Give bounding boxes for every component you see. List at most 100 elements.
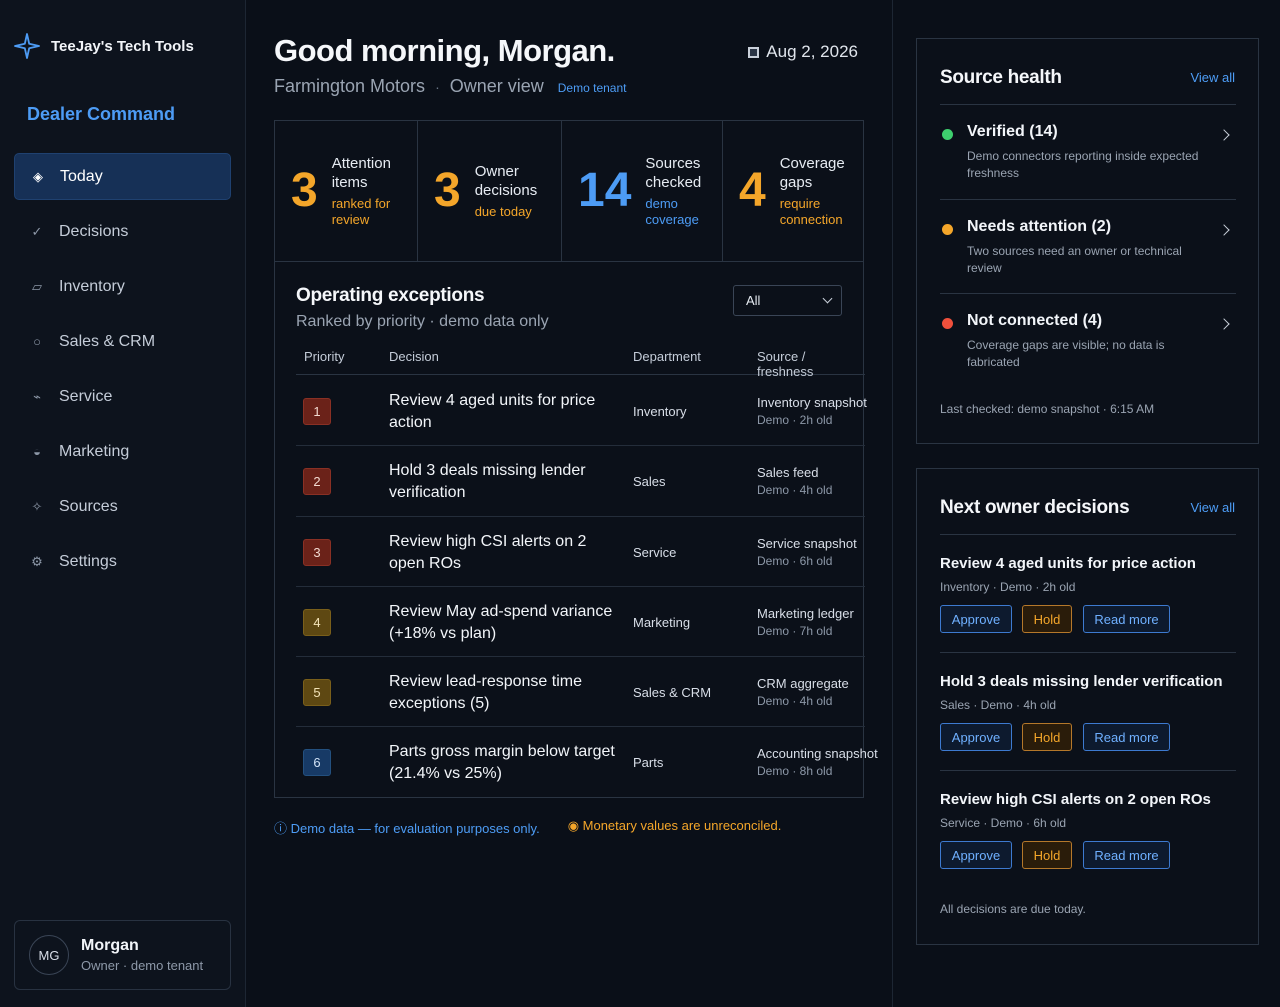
source-name: Accounting snapshot — [757, 746, 878, 762]
nav-item-settings[interactable]: ⚙ Settings — [14, 538, 231, 585]
user-name: Morgan — [81, 937, 139, 954]
decision-text: Parts gross margin below target (21.4% v… — [389, 743, 615, 783]
check-icon: ✓ — [31, 223, 43, 239]
kpi-sources-checked[interactable]: 14 Sources checked demo coverage — [562, 121, 723, 261]
source-cell: Sales feed Demo · 4h old — [757, 465, 897, 497]
decision-text: Review May ad-spend variance (+18% vs pl… — [389, 602, 613, 642]
kpi-label-line: items — [331, 174, 368, 191]
user-card[interactable]: MG Morgan Owner · demo tenant — [14, 920, 231, 990]
nav-item-sales-crm[interactable]: ○ Sales & CRM — [14, 318, 231, 365]
health-description: Coverage gaps are visible; no data is fa… — [967, 338, 1165, 369]
footnotes: ⓘ Demo data — for evaluation purposes on… — [274, 818, 781, 837]
read-more-button[interactable]: Read more — [1083, 605, 1170, 633]
source-cell: Marketing ledger Demo · 7h old — [757, 606, 897, 638]
table-row[interactable]: 2 Hold 3 deals missing lender verificati… — [296, 446, 865, 517]
hold-button[interactable]: Hold — [1022, 605, 1072, 633]
nav-item-label: Sales & CRM — [59, 332, 156, 350]
health-title: Needs attention (2) — [967, 218, 1112, 235]
priority-badge: 3 — [303, 538, 331, 566]
dealer-name: Farmington Motors — [274, 76, 426, 96]
monetary-notice: ◉ Monetary values are unreconciled. — [567, 818, 782, 833]
kpi-label-line: decisions — [474, 182, 538, 199]
tag-icon: ▱ — [32, 278, 42, 294]
nav-item-today[interactable]: ◈ Today — [14, 153, 231, 200]
kpi-label-line: Attention — [331, 155, 391, 172]
read-more-button[interactable]: Read more — [1083, 841, 1170, 869]
table-row[interactable]: 5 Review lead-response time exceptions (… — [296, 657, 865, 728]
priority-filter-select[interactable]: All — [733, 285, 842, 316]
hold-button[interactable]: Hold — [1022, 841, 1072, 869]
health-item-needs-attention[interactable]: Needs attention (2) Two sources need an … — [940, 218, 1236, 278]
table-row[interactable]: 6 Parts gross margin below target (21.4%… — [296, 727, 878, 797]
nav-item-decisions[interactable]: ✓ Decisions — [14, 208, 231, 255]
kpi-sub-line: due today — [474, 204, 532, 219]
read-more-button[interactable]: Read more — [1083, 723, 1170, 751]
product-name[interactable]: Dealer Command — [27, 104, 176, 124]
brand[interactable]: TeeJay's Tech Tools — [14, 33, 194, 59]
demo-data-notice: ⓘ Demo data — for evaluation purposes on… — [274, 821, 540, 836]
table-row[interactable]: 1 Review 4 aged units for price action I… — [296, 376, 867, 447]
department-text: Sales & CRM — [633, 685, 712, 701]
source-cell: Accounting snapshot Demo · 8h old — [757, 746, 897, 778]
gear-icon: ⚙ — [31, 553, 43, 569]
approve-button[interactable]: Approve — [940, 605, 1012, 633]
kpi-sub-line: coverage — [645, 212, 699, 227]
column-header-source[interactable]: Source / freshness — [757, 349, 814, 379]
kpi-label-line: Sources — [645, 155, 701, 172]
nav-item-marketing[interactable]: ◒ Marketing — [14, 428, 231, 475]
source-health-view-all-link[interactable]: View all — [1190, 70, 1235, 85]
decision-meta: Service · Demo · 6h old — [940, 816, 1067, 830]
approve-button[interactable]: Approve — [940, 723, 1012, 751]
decision-text: Review 4 aged units for price action — [389, 392, 596, 431]
approve-button[interactable]: Approve — [940, 841, 1012, 869]
nav-item-label: Marketing — [59, 442, 130, 460]
half-circle-icon: ◒ — [33, 444, 41, 459]
kpi-text: Owner decisions due today — [475, 162, 538, 220]
table-row[interactable]: 4 Review May ad-spend variance (+18% vs … — [296, 587, 865, 658]
department-text: Inventory — [633, 404, 687, 419]
divider — [940, 199, 1236, 200]
overview-panel: 3 Attention items ranked for review 3 Ow… — [274, 120, 878, 798]
right-column: Source health View all Verified (14) Dem… — [892, 0, 1280, 1007]
health-item-not-connected[interactable]: Not connected (4) Coverage gaps are visi… — [940, 312, 1236, 372]
source-cell: Service snapshot Demo · 6h old — [757, 536, 897, 568]
table-row[interactable]: 3 Review high CSI alerts on 2 open ROs S… — [296, 517, 865, 587]
nav-item-label: Today — [60, 167, 103, 185]
column-header-decision[interactable]: Decision — [389, 349, 439, 364]
page-title: Good morning, Morgan. — [274, 33, 615, 68]
hold-button[interactable]: Hold — [1022, 723, 1072, 751]
kpi-sub-line: connection — [779, 212, 843, 227]
decision-title: Review 4 aged units for price action — [940, 555, 1196, 572]
separator: · — [435, 79, 440, 95]
kpi-owner-decisions[interactable]: 3 Owner decisions due today — [418, 121, 562, 261]
nav-item-inventory[interactable]: ▱ Inventory — [14, 263, 231, 310]
nav-item-sources[interactable]: ✧ Sources — [14, 483, 231, 530]
divider — [940, 770, 1236, 771]
owner-decisions-view-all-link[interactable]: View all — [1190, 500, 1235, 515]
kpi-coverage-gaps[interactable]: 4 Coverage gaps require connection — [723, 121, 863, 261]
status-dot-amber-icon — [942, 224, 953, 235]
priority-badge: 5 — [303, 679, 331, 707]
kpi-text: Sources checked demo coverage — [645, 154, 701, 228]
department-text: Service — [633, 544, 677, 560]
kpi-attention-items[interactable]: 3 Attention items ranked for review — [275, 121, 418, 261]
view-mode: Owner view — [449, 76, 544, 96]
diamond-icon: ◈ — [33, 168, 43, 184]
source-freshness: Demo · 7h old — [757, 623, 833, 638]
column-header-priority[interactable]: Priority — [304, 349, 345, 364]
owner-decisions-card: Next owner decisions View all Review 4 a… — [916, 468, 1259, 945]
nav-item-service[interactable]: ⌁ Service — [14, 373, 231, 420]
sparkle-icon: ✧ — [31, 498, 43, 514]
source-name: Marketing ledger — [757, 605, 854, 621]
exceptions-title: Operating exceptions — [296, 285, 485, 306]
decisions-footer-text: All decisions are due today. — [940, 902, 1086, 916]
column-header-department[interactable]: Department — [633, 349, 701, 364]
divider — [940, 104, 1236, 105]
date-text: Aug 2, 2026 — [766, 42, 858, 61]
department-text: Parts — [633, 755, 664, 771]
health-item-verified[interactable]: Verified (14) Demo connectors reporting … — [940, 123, 1236, 183]
nav-item-label: Sources — [59, 497, 118, 515]
source-health-title: Source health — [940, 67, 1062, 88]
source-name: CRM aggregate — [757, 676, 849, 692]
source-freshness: Demo · 4h old — [757, 483, 833, 498]
